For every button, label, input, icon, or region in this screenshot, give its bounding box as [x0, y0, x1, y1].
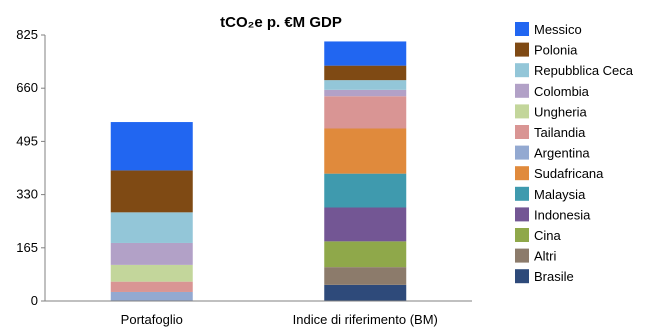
bar-segment [111, 265, 193, 282]
legend-swatch [515, 43, 529, 57]
legend-label: Sudafricana [534, 166, 604, 181]
legend: Messico Polonia Repubblica Ceca Colombia Ung… [515, 22, 634, 284]
x-axis: Portafoglio Indice di riferimento (BM) [45, 301, 472, 327]
legend-label: Brasile [534, 269, 574, 284]
x-category-label: Indice di riferimento (BM) [293, 312, 438, 327]
bars [111, 41, 407, 301]
bar-segment [324, 285, 406, 301]
bar-segment [324, 90, 406, 96]
legend-label: Cina [534, 228, 562, 243]
y-tick-label: 825 [16, 27, 38, 42]
legend-swatch [515, 125, 529, 139]
legend-swatch [515, 228, 529, 242]
bar-segment [111, 170, 193, 212]
bar-segment [324, 41, 406, 65]
legend-swatch [515, 104, 529, 118]
bar-segment [324, 80, 406, 90]
bar-segment [324, 129, 406, 174]
legend-swatch [515, 207, 529, 221]
legend-swatch [515, 187, 529, 201]
legend-label: Repubblica Ceca [534, 63, 634, 78]
y-axis: 0 165 330 495 660 825 [16, 27, 45, 308]
legend-swatch [515, 84, 529, 98]
bar-segment [111, 122, 193, 170]
legend-swatch [515, 22, 529, 36]
x-category-label: Portafoglio [121, 312, 183, 327]
bar-segment [111, 282, 193, 292]
legend-label: Colombia [534, 84, 590, 99]
bar-segment [324, 241, 406, 267]
y-tick-label: 330 [16, 187, 38, 202]
legend-swatch [515, 249, 529, 263]
bar-segment [324, 96, 406, 128]
chart-title: tCO₂e p. €M GDP [220, 14, 342, 31]
bar-segment [324, 207, 406, 241]
legend-label: Indonesia [534, 207, 591, 222]
bar-segment [324, 66, 406, 81]
bar-segment [324, 267, 406, 285]
legend-swatch [515, 166, 529, 180]
legend-label: Altri [534, 249, 557, 264]
legend-label: Ungheria [534, 104, 588, 119]
y-tick-label: 165 [16, 240, 38, 255]
legend-label: Malaysia [534, 187, 586, 202]
bar-segment [111, 212, 193, 243]
legend-swatch [515, 269, 529, 283]
y-tick-label: 0 [31, 293, 38, 308]
bar-segment [111, 243, 193, 265]
legend-label: Polonia [534, 43, 578, 58]
legend-label: Argentina [534, 146, 590, 161]
legend-label: Messico [534, 22, 582, 37]
legend-swatch [515, 63, 529, 77]
legend-swatch [515, 146, 529, 160]
legend-label: Tailandia [534, 125, 586, 140]
y-tick-label: 495 [16, 133, 38, 148]
bar-segment [324, 174, 406, 208]
bar-segment [111, 292, 193, 301]
y-tick-label: 660 [16, 80, 38, 95]
